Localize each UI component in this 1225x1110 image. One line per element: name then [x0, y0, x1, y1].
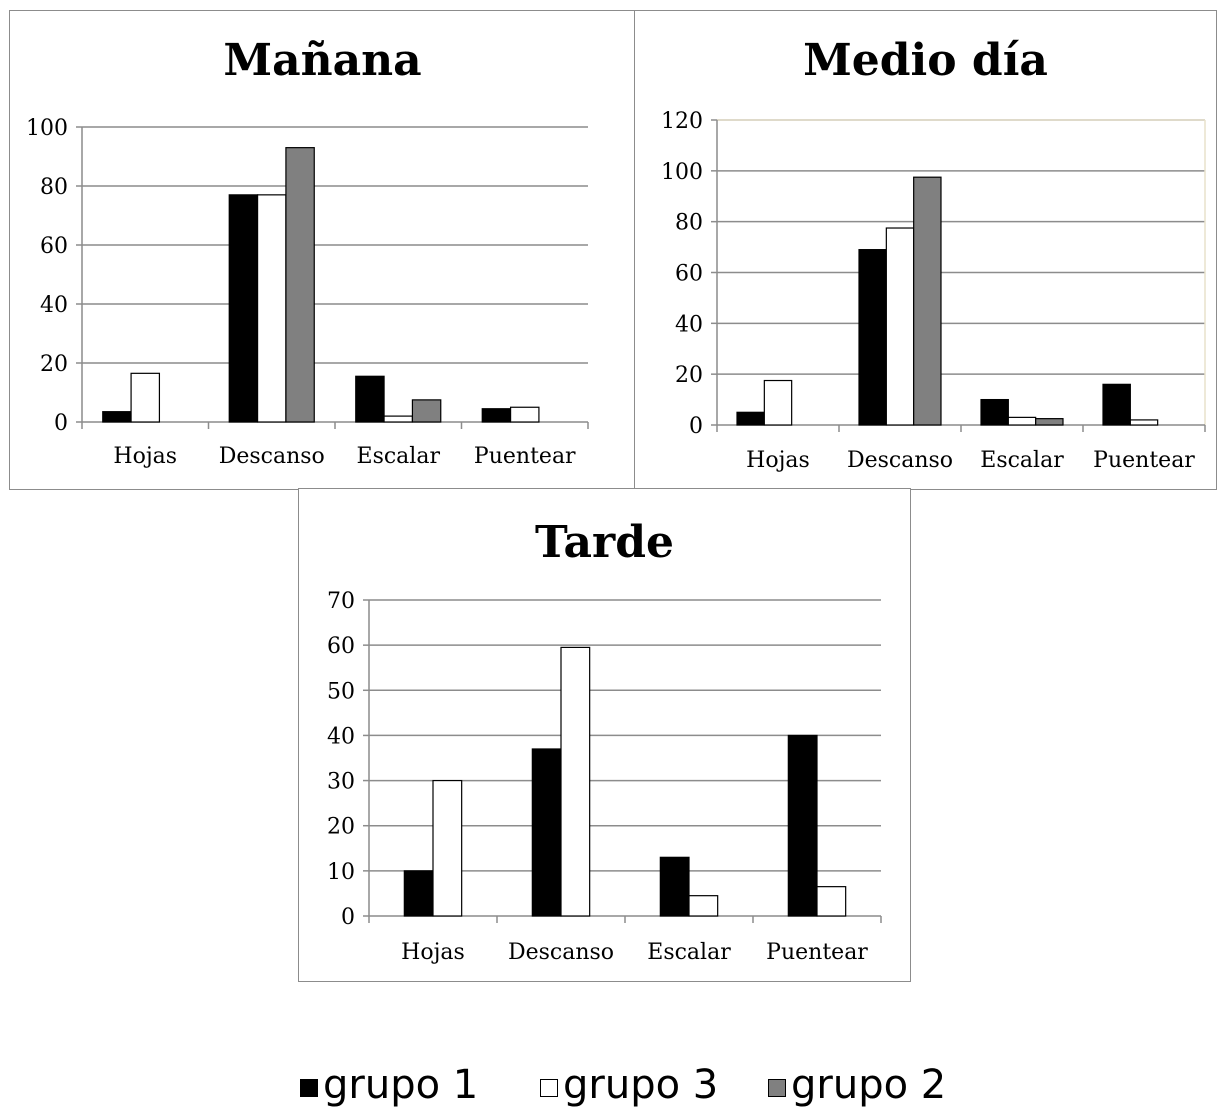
y-tick-label: 50 — [327, 679, 355, 704]
bar-grupo-1-descanso — [531, 748, 562, 917]
y-tick-label: 30 — [327, 770, 355, 795]
bar-grupo-1-puentear — [1102, 383, 1131, 426]
bar-grupo-1-hojas — [102, 411, 132, 423]
y-tick-label: 100 — [26, 116, 68, 141]
bar-grupo-3-escalar — [383, 415, 414, 423]
chart-manana: Mañana 0 20 40 60 80 100 Hojas Descanso Escalar Pu… — [26, 35, 589, 469]
y-tick-label: 70 — [327, 589, 355, 614]
legend-swatch-grupo-2 — [768, 1079, 786, 1097]
legend: grupo 1 grupo 3 grupo 2 — [0, 1062, 1225, 1110]
x-tick-label: Descanso — [847, 448, 953, 473]
y-tick-label: 20 — [675, 363, 703, 388]
legend-label: grupo 2 — [791, 1062, 947, 1108]
y-tick-label: 0 — [689, 414, 703, 439]
x-tick-label: Escalar — [980, 448, 1064, 473]
x-tick-label: Puentear — [474, 444, 576, 469]
chart-title: Medio día — [803, 35, 1048, 86]
x-tick-label: Hojas — [113, 444, 177, 469]
x-tick-label: Puentear — [1093, 448, 1195, 473]
bar-grupo-3-puentear — [509, 406, 540, 423]
chart-tarde: Tarde 0 10 20 30 40 50 60 70 Hojas Descanso Escalar… — [327, 517, 882, 965]
legend-item-grupo-3: grupo 3 — [540, 1062, 718, 1108]
bar-grupo-1-descanso — [858, 249, 887, 426]
legend-swatch-grupo-3 — [540, 1079, 558, 1097]
bar-grupo-2-descanso — [913, 176, 942, 426]
y-tick-label: 40 — [327, 724, 355, 749]
y-tick-label: 40 — [675, 312, 703, 337]
bar-grupo-2-escalar — [411, 399, 442, 423]
bar-grupo-1-descanso — [228, 194, 259, 423]
x-tick-label: Hojas — [746, 448, 810, 473]
bar-grupo-2-descanso — [285, 147, 315, 423]
y-tick-label: 80 — [675, 211, 703, 236]
bar-grupo-1-puentear — [481, 408, 512, 423]
chart-medio-dia: Medio día 0 20 40 60 80 100 120 Hojas Descanso Esc… — [661, 35, 1206, 473]
y-tick-label: 20 — [40, 352, 68, 377]
bar-grupo-3-escalar — [1007, 416, 1037, 426]
chart-panel-medio-dia: Medio día 0 20 40 60 80 100 120 Hojas Descanso Esc… — [634, 10, 1217, 490]
chart-panel-manana: Mañana 0 20 40 60 80 100 Hojas Descanso Escalar Pu… — [9, 10, 636, 490]
chart-title: Mañana — [223, 35, 421, 86]
y-tick-label: 0 — [341, 905, 355, 930]
bar-grupo-3-hojas — [763, 379, 793, 426]
chart-panel-tarde: Tarde 0 10 20 30 40 50 60 70 Hojas Descanso Escalar… — [298, 488, 911, 982]
bar-grupo-1-escalar — [355, 375, 385, 423]
y-tick-label: 60 — [675, 262, 703, 287]
bar-grupo-3-descanso — [256, 194, 287, 423]
bar-grupo-1-puentear — [787, 734, 818, 917]
legend-item-grupo-2: grupo 2 — [768, 1062, 946, 1108]
legend-label: grupo 3 — [563, 1062, 719, 1108]
bar-grupo-3-descanso — [560, 646, 591, 917]
y-tick-label: 60 — [327, 634, 355, 659]
bar-grupo-3-escalar — [688, 895, 719, 917]
y-tick-label: 100 — [661, 160, 703, 185]
y-tick-label: 40 — [40, 293, 68, 318]
y-tick-label: 10 — [327, 860, 355, 885]
bar-grupo-3-hojas — [432, 779, 463, 917]
chart-title: Tarde — [535, 517, 674, 568]
x-tick-label: Escalar — [647, 940, 731, 965]
x-tick-label: Escalar — [357, 444, 441, 469]
y-tick-label: 20 — [327, 815, 355, 840]
y-tick-label: 0 — [54, 411, 68, 436]
legend-label: grupo 1 — [323, 1062, 479, 1108]
x-tick-label: Descanso — [219, 444, 325, 469]
x-tick-label: Puentear — [766, 940, 868, 965]
bar-grupo-1-hojas — [736, 411, 765, 426]
x-tick-label: Descanso — [508, 940, 614, 965]
bar-grupo-3-hojas — [130, 372, 161, 423]
y-tick-label: 80 — [40, 175, 68, 200]
x-tick-label: Hojas — [401, 940, 465, 965]
legend-item-grupo-1: grupo 1 — [300, 1062, 478, 1108]
legend-swatch-grupo-1 — [300, 1079, 318, 1097]
y-tick-label: 120 — [661, 109, 703, 134]
bar-grupo-1-escalar — [659, 856, 690, 917]
bar-grupo-1-escalar — [980, 398, 1009, 426]
bar-grupo-3-puentear — [1129, 419, 1159, 426]
bar-grupo-3-puentear — [816, 886, 847, 917]
y-tick-label: 60 — [40, 234, 68, 259]
bar-grupo-1-hojas — [403, 870, 434, 917]
bar-grupo-2-escalar — [1035, 418, 1064, 426]
bar-grupo-3-descanso — [885, 227, 915, 426]
